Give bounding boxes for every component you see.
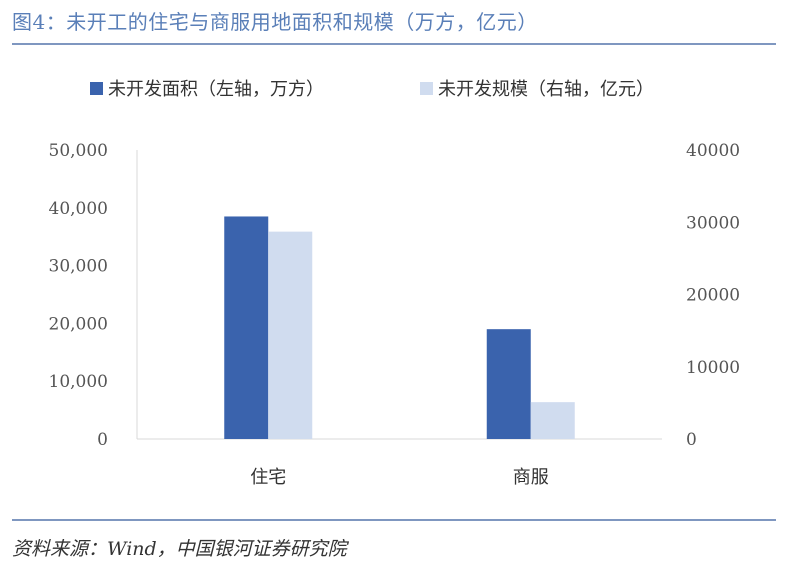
category-label: 住宅	[250, 467, 286, 488]
category-labels: 住宅 商服	[250, 467, 549, 488]
left-tick-label: 40,000	[49, 199, 108, 219]
right-tick-label: 10000	[686, 358, 740, 378]
bar-scale	[530, 402, 575, 439]
bar-area	[486, 329, 531, 439]
bar-area	[224, 216, 269, 439]
right-tick-label: 40000	[686, 141, 740, 161]
left-tick-label: 30,000	[49, 257, 108, 277]
right-tick-label: 30000	[686, 213, 740, 233]
right-tick-label: 0	[686, 430, 697, 450]
left-tick-label: 50,000	[49, 141, 108, 161]
legend-swatch	[420, 82, 433, 95]
legend-swatch	[90, 82, 103, 95]
title-divider	[12, 43, 776, 45]
left-tick-label: 0	[97, 430, 108, 450]
bar-scale	[268, 231, 313, 439]
left-tick-label: 20,000	[49, 314, 108, 334]
footer-divider	[12, 519, 776, 521]
category-label: 商服	[513, 467, 549, 488]
bars	[224, 216, 575, 439]
left-tick-label: 10,000	[49, 372, 108, 392]
legend-label: 未开发规模（右轴，亿元）	[438, 79, 654, 100]
source-note: 资料来源：Wind，中国银河证券研究院	[12, 538, 347, 560]
right-axis: 0 10000 20000 30000 40000	[686, 141, 740, 450]
right-tick-label: 20000	[686, 286, 740, 306]
legend: 未开发面积（左轴，万方） 未开发规模（右轴，亿元）	[90, 79, 654, 100]
chart-title: 图4：未开工的住宅与商服用地面积和规模（万方，亿元）	[12, 10, 538, 34]
legend-label: 未开发面积（左轴，万方）	[108, 79, 324, 100]
